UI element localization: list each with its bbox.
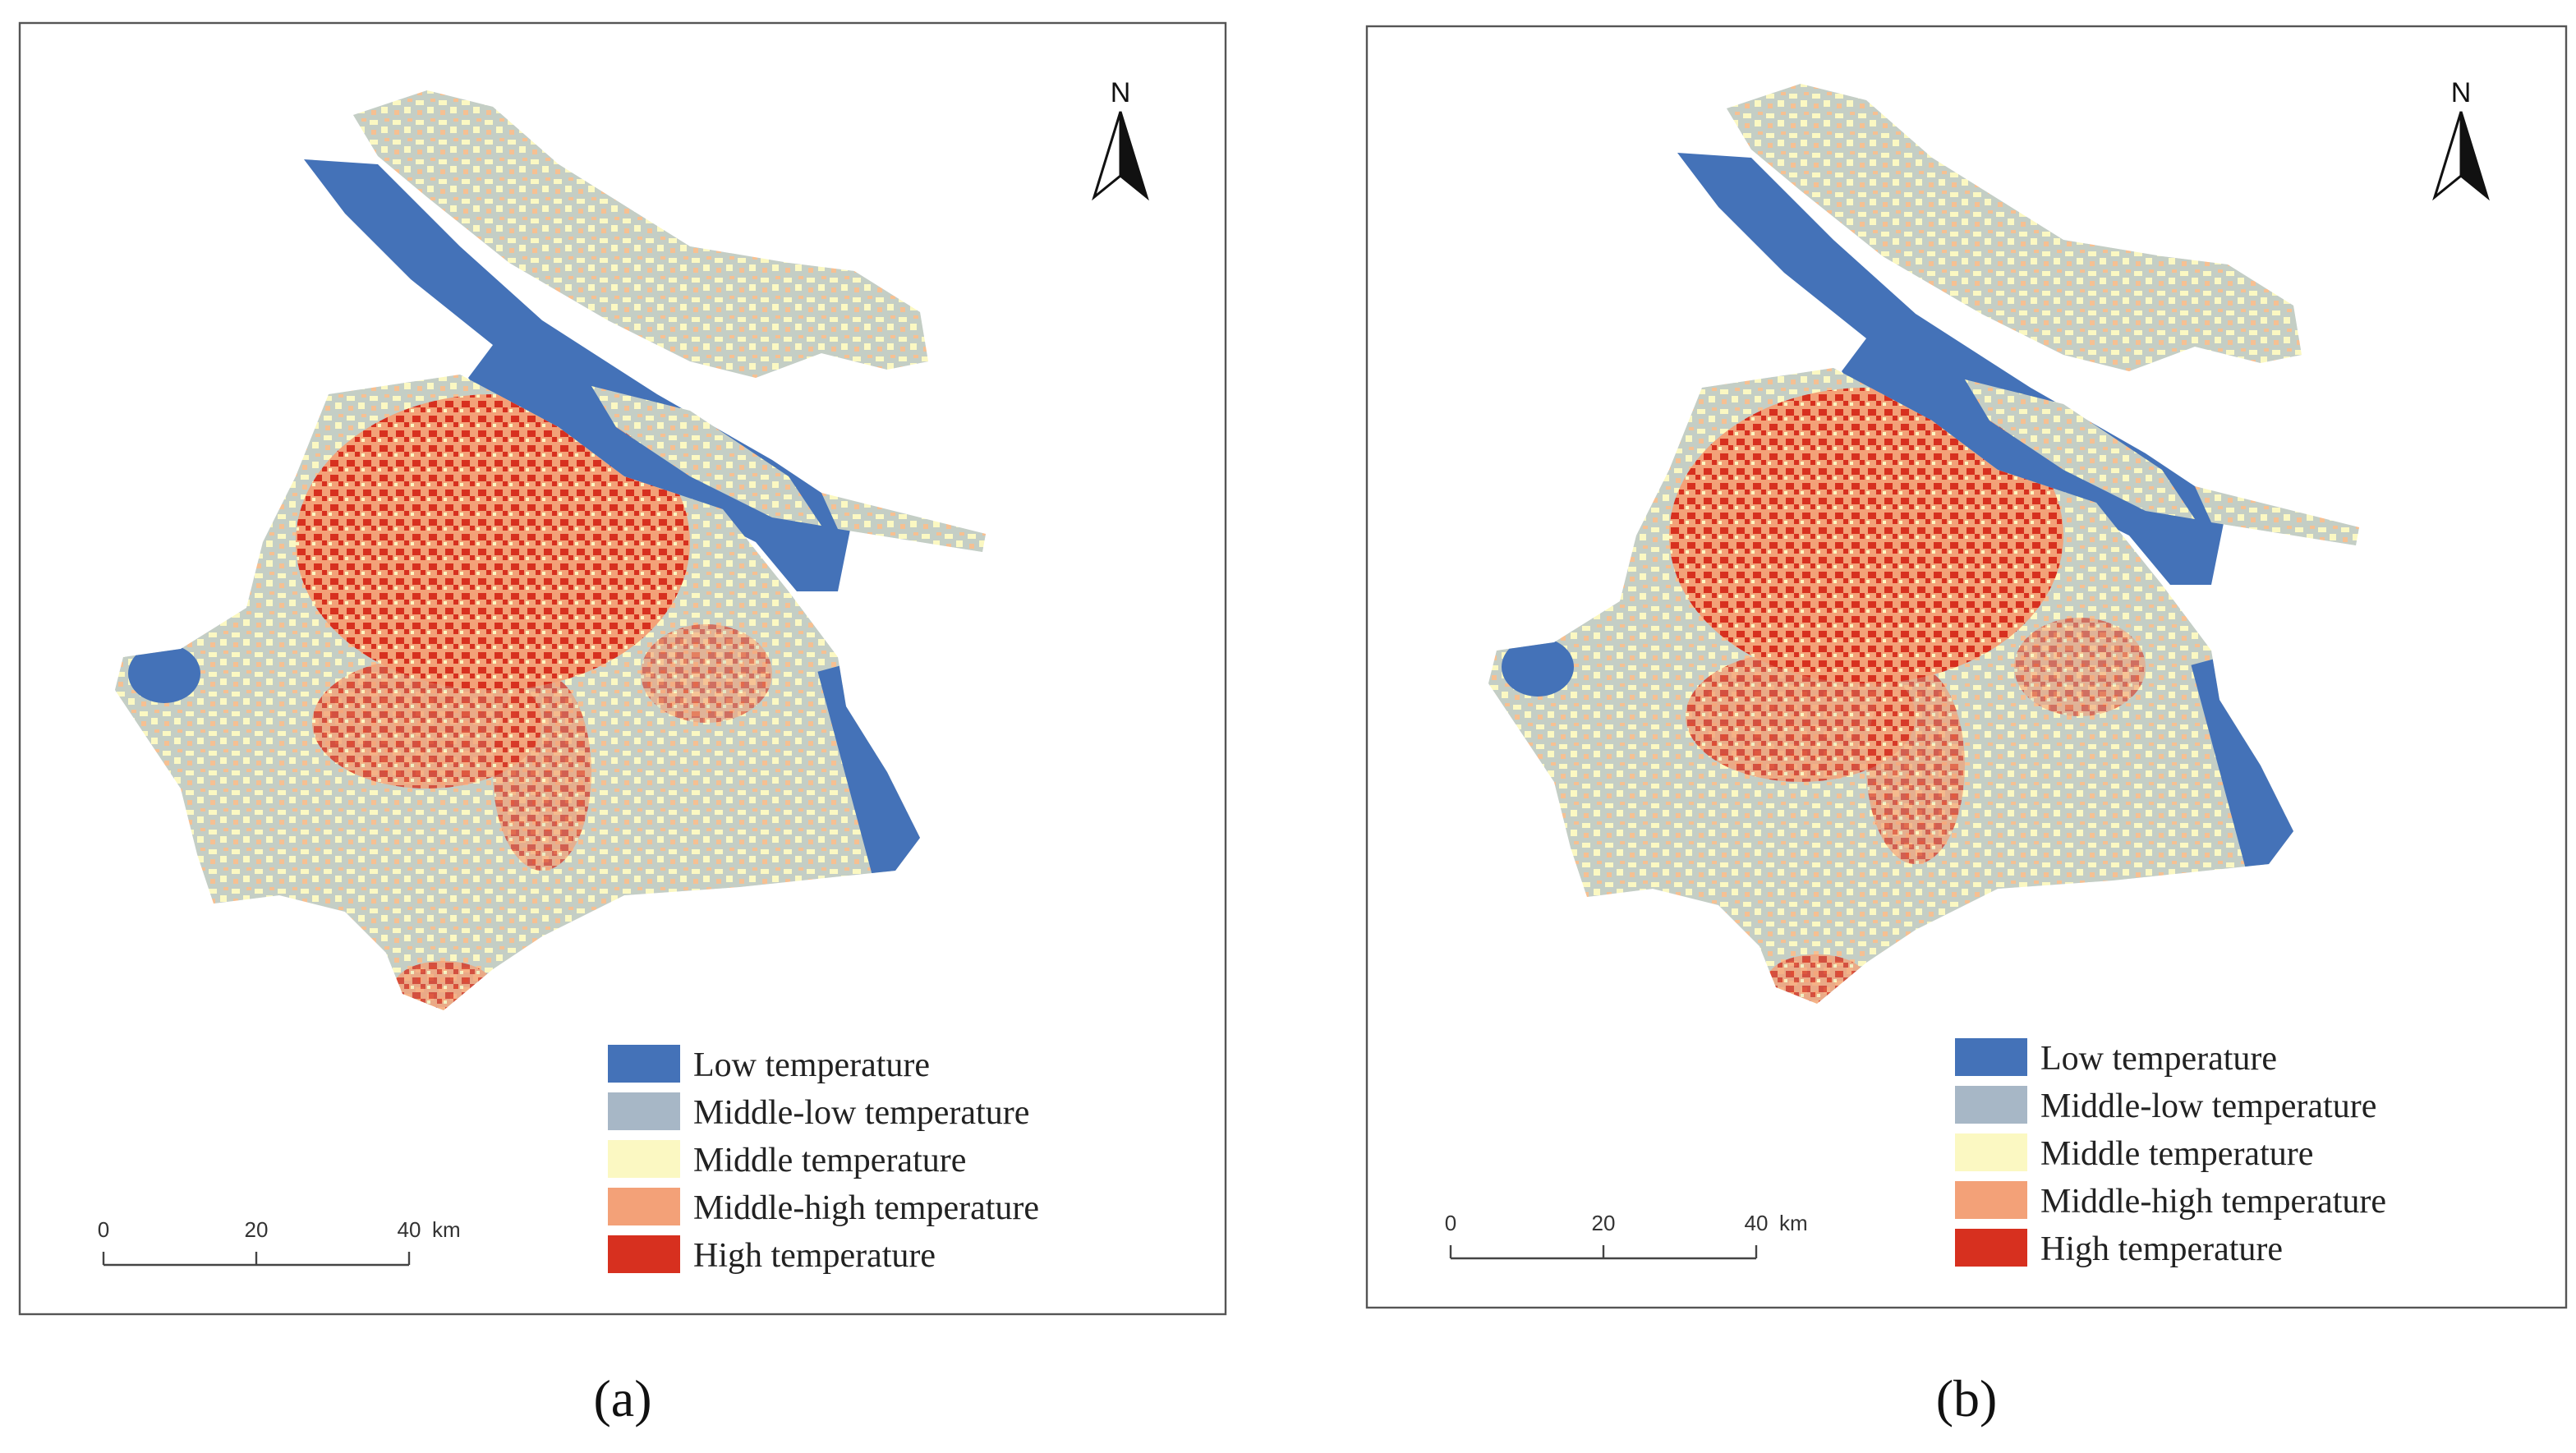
legend-swatch <box>608 1140 680 1178</box>
legend-swatch <box>1955 1086 2027 1124</box>
scale-unit: km <box>1779 1211 1808 1235</box>
legend-label: Middle temperature <box>2040 1135 2313 1173</box>
panel-label: (b) <box>1936 1369 1998 1428</box>
north-label: N <box>2451 77 2472 108</box>
legend-swatch <box>608 1188 680 1225</box>
map <box>99 82 1019 1035</box>
legend-label: Middle temperature <box>693 1142 966 1179</box>
legend-label: High temperature <box>2040 1230 2283 1268</box>
map <box>1472 76 2392 1028</box>
legend-swatch <box>1955 1038 2027 1076</box>
legend-swatch <box>608 1235 680 1273</box>
scale-label: 0 <box>98 1217 109 1242</box>
north-arrow <box>2432 111 2463 201</box>
legend-swatch <box>608 1092 680 1130</box>
legend-swatch <box>608 1045 680 1083</box>
legend-label: Middle-high temperature <box>693 1189 1039 1227</box>
legend-label: High temperature <box>693 1237 936 1275</box>
legend-label: Middle-high temperature <box>2040 1183 2386 1221</box>
legend-label: Middle-low temperature <box>2040 1087 2376 1125</box>
scale-label: 20 <box>245 1217 269 1242</box>
scale-label: 20 <box>1592 1211 1616 1235</box>
legend-swatch <box>1955 1133 2027 1171</box>
panel-label: (a) <box>593 1369 651 1428</box>
legend-label: Middle-low temperature <box>693 1094 1029 1132</box>
north-arrow <box>1092 111 1122 201</box>
north-arrow <box>1119 111 1149 201</box>
north-arrow <box>2459 111 2490 201</box>
panel-frame <box>18 21 1227 1316</box>
scale-label: 40 <box>398 1217 421 1242</box>
legend-label: Low temperature <box>2040 1040 2277 1078</box>
panel-frame <box>1365 25 2568 1309</box>
legend-swatch <box>1955 1181 2027 1219</box>
legend-swatch <box>1955 1229 2027 1267</box>
legend-label: Low temperature <box>693 1046 930 1084</box>
scale-label: 40 <box>1745 1211 1769 1235</box>
north-label: N <box>1111 77 1131 108</box>
scale-unit: km <box>432 1217 461 1242</box>
scale-label: 0 <box>1445 1211 1456 1235</box>
